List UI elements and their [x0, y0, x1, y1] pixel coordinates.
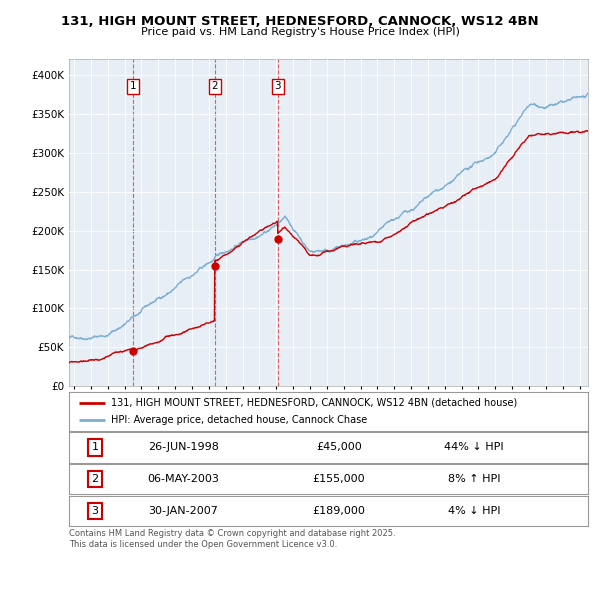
- Text: 4% ↓ HPI: 4% ↓ HPI: [448, 506, 500, 516]
- Text: 26-JUN-1998: 26-JUN-1998: [148, 442, 218, 452]
- Text: 131, HIGH MOUNT STREET, HEDNESFORD, CANNOCK, WS12 4BN: 131, HIGH MOUNT STREET, HEDNESFORD, CANN…: [61, 15, 539, 28]
- Text: 06-MAY-2003: 06-MAY-2003: [147, 474, 219, 484]
- Text: 131, HIGH MOUNT STREET, HEDNESFORD, CANNOCK, WS12 4BN (detached house): 131, HIGH MOUNT STREET, HEDNESFORD, CANN…: [110, 398, 517, 408]
- Text: 3: 3: [91, 506, 98, 516]
- Text: 1: 1: [91, 442, 98, 452]
- Text: £189,000: £189,000: [313, 506, 365, 516]
- Text: HPI: Average price, detached house, Cannock Chase: HPI: Average price, detached house, Cann…: [110, 415, 367, 425]
- Text: £45,000: £45,000: [316, 442, 362, 452]
- Text: 2: 2: [91, 474, 98, 484]
- Text: 44% ↓ HPI: 44% ↓ HPI: [444, 442, 503, 452]
- Text: 1: 1: [130, 81, 136, 91]
- Text: 2: 2: [211, 81, 218, 91]
- Text: Price paid vs. HM Land Registry's House Price Index (HPI): Price paid vs. HM Land Registry's House …: [140, 27, 460, 37]
- Text: Contains HM Land Registry data © Crown copyright and database right 2025.
This d: Contains HM Land Registry data © Crown c…: [69, 529, 395, 549]
- Text: 8% ↑ HPI: 8% ↑ HPI: [448, 474, 500, 484]
- Text: 3: 3: [274, 81, 281, 91]
- Text: £155,000: £155,000: [313, 474, 365, 484]
- Text: 30-JAN-2007: 30-JAN-2007: [148, 506, 218, 516]
